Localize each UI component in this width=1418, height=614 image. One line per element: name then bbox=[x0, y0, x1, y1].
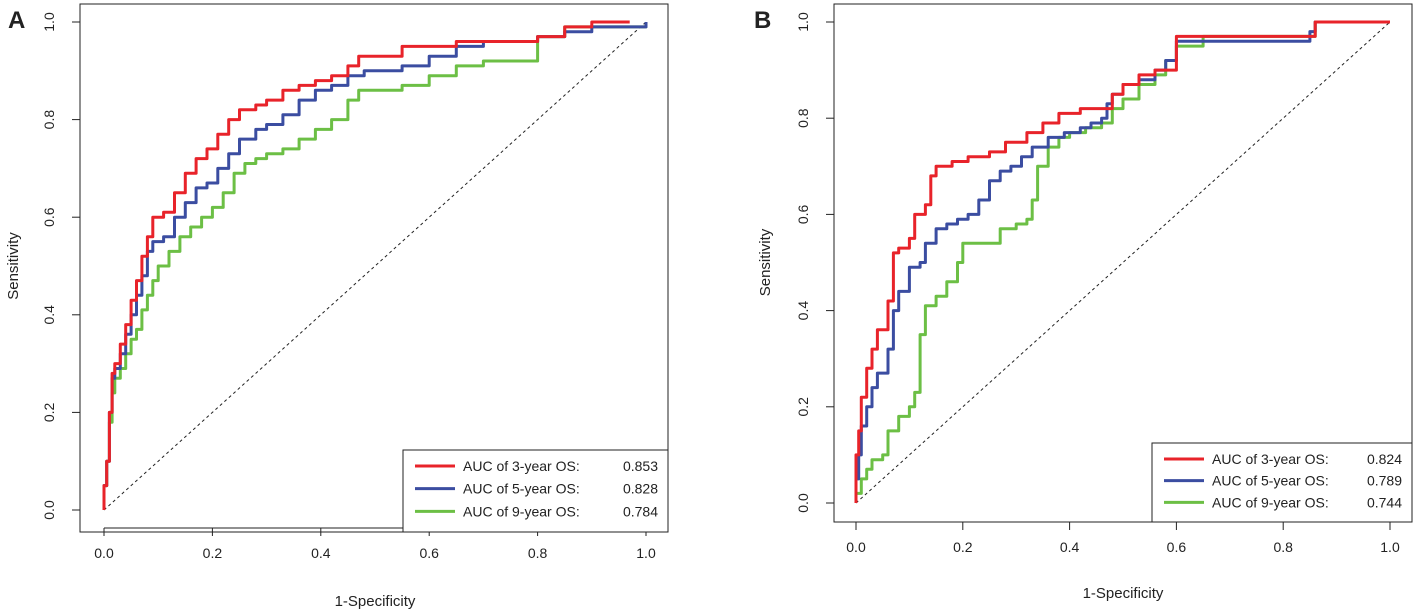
x-tick-label: 0.4 bbox=[311, 545, 331, 561]
roc-curve bbox=[854, 20, 1390, 503]
y-tick-label: 1.0 bbox=[795, 12, 811, 32]
roc-panel-b: B 0.0 0.2 0.4 0.6 0.8 1.0 0.0 0.2 0.4 0.… bbox=[754, 3, 1413, 602]
y-tick-label: 0.8 bbox=[795, 108, 811, 128]
y-tick-label: 0.2 bbox=[795, 397, 811, 417]
legend-series-label: AUC of 5-year OS: bbox=[463, 481, 580, 497]
roc-panel-a: A 0.0 0.2 0.4 0.6 0.8 1.0 0.0 0.2 0.4 0.… bbox=[5, 3, 669, 610]
x-tick-label: 0.0 bbox=[846, 539, 866, 555]
y-axis-title: Sensitivity bbox=[5, 232, 22, 300]
x-tick-label: 0.0 bbox=[94, 545, 114, 561]
x-axis-title: 1-Specificity bbox=[1083, 585, 1164, 602]
legend-auc-value: 0.824 bbox=[1367, 451, 1402, 467]
x-tick-label: 0.8 bbox=[528, 545, 548, 561]
y-tick-label: 0.4 bbox=[41, 305, 57, 325]
y-axis: 0.0 0.2 0.4 0.6 0.8 1.0 bbox=[795, 12, 835, 513]
y-tick-label: 0.6 bbox=[41, 207, 57, 227]
x-tick-label: 0.2 bbox=[953, 539, 973, 555]
roc-curve bbox=[102, 22, 648, 510]
legend-series-label: AUC of 9-year OS: bbox=[463, 503, 580, 519]
panel-label: B bbox=[754, 7, 771, 34]
y-tick-label: 0.0 bbox=[795, 493, 811, 513]
x-tick-label: 1.0 bbox=[636, 545, 656, 561]
x-tick-label: 0.4 bbox=[1060, 539, 1080, 555]
y-tick-label: 0.4 bbox=[795, 301, 811, 321]
y-tick-label: 0.6 bbox=[795, 204, 811, 224]
legend-auc-value: 0.853 bbox=[623, 458, 658, 474]
legend-auc-value: 0.789 bbox=[1367, 473, 1402, 489]
y-tick-label: 1.0 bbox=[41, 12, 57, 32]
roc-curve bbox=[102, 22, 648, 510]
legend-box bbox=[1151, 442, 1413, 523]
legend-auc-value: 0.784 bbox=[623, 503, 658, 519]
x-tick-label: 0.6 bbox=[419, 545, 439, 561]
legend-auc-value: 0.828 bbox=[623, 481, 658, 497]
diagonal-reference-line bbox=[103, 21, 647, 511]
roc-curve bbox=[854, 20, 1390, 503]
y-axis-title: Sensitivity bbox=[757, 228, 774, 296]
y-tick-label: 0.2 bbox=[41, 402, 57, 422]
legend-series-label: AUC of 5-year OS: bbox=[1212, 473, 1329, 489]
y-axis: 0.0 0.2 0.4 0.6 0.8 1.0 bbox=[41, 12, 81, 520]
legend: AUC of 3-year OS: 0.824 AUC of 5-year OS… bbox=[1151, 442, 1413, 523]
legend-series-label: AUC of 3-year OS: bbox=[1212, 451, 1329, 467]
legend-series-label: AUC of 3-year OS: bbox=[463, 458, 580, 474]
panel-label: A bbox=[8, 7, 25, 34]
legend-series-label: AUC of 9-year OS: bbox=[1212, 494, 1329, 510]
legend-box bbox=[402, 449, 669, 533]
x-axis: 0.0 0.2 0.4 0.6 0.8 1.0 bbox=[94, 527, 656, 561]
x-tick-label: 0.8 bbox=[1273, 539, 1293, 555]
legend-auc-value: 0.744 bbox=[1367, 494, 1402, 510]
y-tick-label: 0.8 bbox=[41, 110, 57, 130]
x-tick-label: 0.2 bbox=[203, 545, 223, 561]
y-tick-label: 0.0 bbox=[41, 500, 57, 520]
x-tick-label: 0.6 bbox=[1167, 539, 1187, 555]
legend: AUC of 3-year OS: 0.853 AUC of 5-year OS… bbox=[402, 449, 669, 533]
x-tick-label: 1.0 bbox=[1380, 539, 1400, 555]
roc-curve bbox=[102, 20, 630, 510]
x-axis-title: 1-Specificity bbox=[335, 593, 416, 610]
x-axis: 0.0 0.2 0.4 0.6 0.8 1.0 bbox=[846, 521, 1400, 555]
